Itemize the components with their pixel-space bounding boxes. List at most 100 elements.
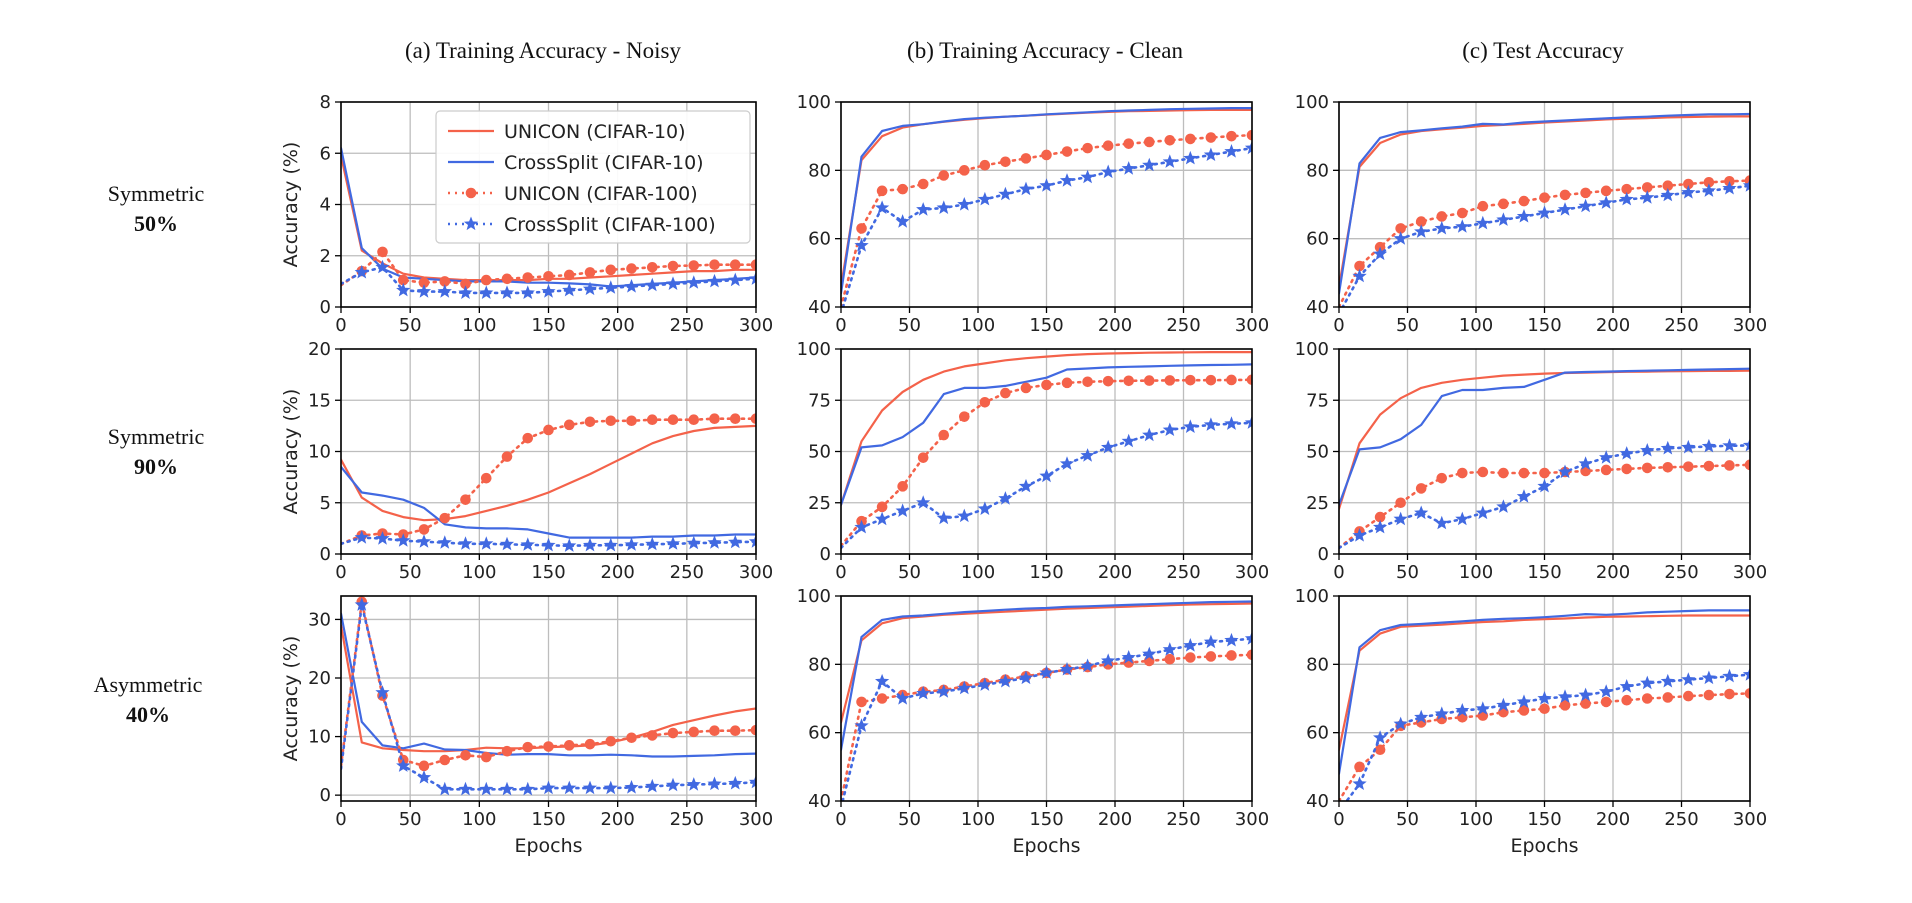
data-point-circle <box>1436 211 1448 222</box>
series-line-2 <box>1339 463 1750 550</box>
y-tick-label: 60 <box>1306 723 1329 744</box>
data-point-circle <box>1580 187 1591 199</box>
y-tick-label: 10 <box>308 727 331 748</box>
data-point-star <box>1681 439 1696 454</box>
data-point-circle <box>709 725 720 737</box>
legend-label-2: UNICON (CIFAR-100) <box>504 183 698 205</box>
data-point-star <box>1244 140 1252 155</box>
data-point-star <box>1640 443 1655 457</box>
data-point-circle <box>460 278 471 290</box>
data-point-circle <box>1703 689 1715 701</box>
data-point-circle <box>646 414 658 426</box>
data-point-circle <box>418 760 430 772</box>
data-point-circle <box>1621 183 1632 195</box>
y-tick-label: 25 <box>1306 493 1329 514</box>
data-point-circle <box>897 481 908 492</box>
data-point-circle <box>501 273 513 285</box>
data-point-circle <box>1580 698 1591 709</box>
chart-panel-r1c0: 0 50 100 150 200 250 300 0 5 10 15 20 Accuracy (%) <box>280 339 773 583</box>
data-point-star <box>645 277 660 292</box>
data-point-circle <box>1164 375 1176 386</box>
data-point-star <box>1080 169 1095 184</box>
y-tick-label: 100 <box>1295 339 1329 360</box>
data-point-circle <box>1539 703 1550 715</box>
x-tick-label: 250 <box>670 315 704 336</box>
series-line-0 <box>841 602 1252 724</box>
data-point-star <box>665 276 681 290</box>
x-tick-label: 100 <box>961 562 995 583</box>
data-point-circle <box>584 267 596 278</box>
data-point-circle <box>688 260 700 271</box>
data-point-circle <box>1061 377 1073 389</box>
data-point-star <box>1162 154 1177 168</box>
data-point-star <box>728 272 743 287</box>
data-point-circle <box>1164 134 1176 146</box>
data-point-star <box>1183 419 1198 433</box>
data-point-star <box>1701 438 1716 453</box>
x-tick-label: 0 <box>835 809 846 830</box>
data-point-star <box>1101 164 1116 179</box>
data-point-circle <box>938 429 950 441</box>
x-tick-label: 50 <box>399 809 422 830</box>
data-point-star <box>1557 689 1573 703</box>
column-title-b: (b) Training Accuracy - Clean <box>907 38 1183 63</box>
data-point-circle <box>897 183 908 195</box>
x-tick-label: 50 <box>898 562 921 583</box>
data-point-circle <box>439 276 451 287</box>
x-axis-label: Epochs <box>1012 835 1080 857</box>
data-point-star <box>396 282 411 297</box>
data-point-star <box>479 285 494 299</box>
data-point-star <box>499 781 515 796</box>
x-tick-label: 250 <box>1664 315 1698 336</box>
data-point-star <box>1352 776 1367 790</box>
data-point-circle <box>1600 696 1612 708</box>
data-point-star <box>1101 653 1116 667</box>
data-point-star <box>977 191 992 206</box>
data-point-star <box>1496 697 1511 712</box>
data-point-circle <box>543 741 554 752</box>
data-point-star <box>1373 730 1388 744</box>
data-point-circle <box>1436 472 1448 484</box>
y-tick-label: 6 <box>320 143 331 164</box>
legend-label-1: CrossSplit (CIFAR-10) <box>504 152 704 174</box>
x-tick-label: 100 <box>961 315 995 336</box>
data-point-circle <box>1205 651 1217 662</box>
data-point-star <box>1475 215 1490 230</box>
data-point-circle <box>1000 156 1011 168</box>
x-tick-label: 150 <box>1029 315 1063 336</box>
data-point-star <box>1224 144 1239 158</box>
y-tick-label: 4 <box>320 195 331 216</box>
series-line-1 <box>841 106 1252 295</box>
data-point-star <box>998 673 1013 688</box>
data-point-circle <box>1246 129 1252 141</box>
data-point-circle <box>1662 461 1674 473</box>
data-point-star <box>854 238 869 252</box>
row-label-2-type: Symmetric <box>108 424 205 449</box>
series-line-3 <box>341 265 756 295</box>
x-tick-label: 150 <box>531 562 565 583</box>
data-point-circle <box>1744 459 1750 471</box>
x-tick-label: 200 <box>1596 315 1630 336</box>
data-point-star <box>1142 427 1157 442</box>
y-tick-label: 30 <box>308 609 331 630</box>
data-point-star <box>375 259 390 274</box>
data-point-circle <box>1539 467 1550 479</box>
y-tick-label: 0 <box>320 297 331 318</box>
data-point-star <box>416 284 432 298</box>
y-tick-label: 80 <box>1306 654 1329 675</box>
data-point-star <box>541 780 556 795</box>
legend-label-0: UNICON (CIFAR-10) <box>504 121 686 143</box>
data-point-star <box>1475 701 1490 715</box>
data-point-star <box>1455 511 1470 526</box>
y-tick-label: 50 <box>1306 442 1329 463</box>
data-point-star <box>957 680 972 695</box>
data-point-star <box>375 531 390 545</box>
y-tick-label: 60 <box>808 723 831 744</box>
data-point-star <box>686 275 701 289</box>
data-point-circle <box>1703 176 1715 188</box>
data-point-circle <box>1061 146 1073 157</box>
data-point-star <box>624 537 639 551</box>
data-point-circle <box>938 170 950 181</box>
x-tick-label: 100 <box>462 562 496 583</box>
y-tick-label: 40 <box>1306 297 1329 318</box>
